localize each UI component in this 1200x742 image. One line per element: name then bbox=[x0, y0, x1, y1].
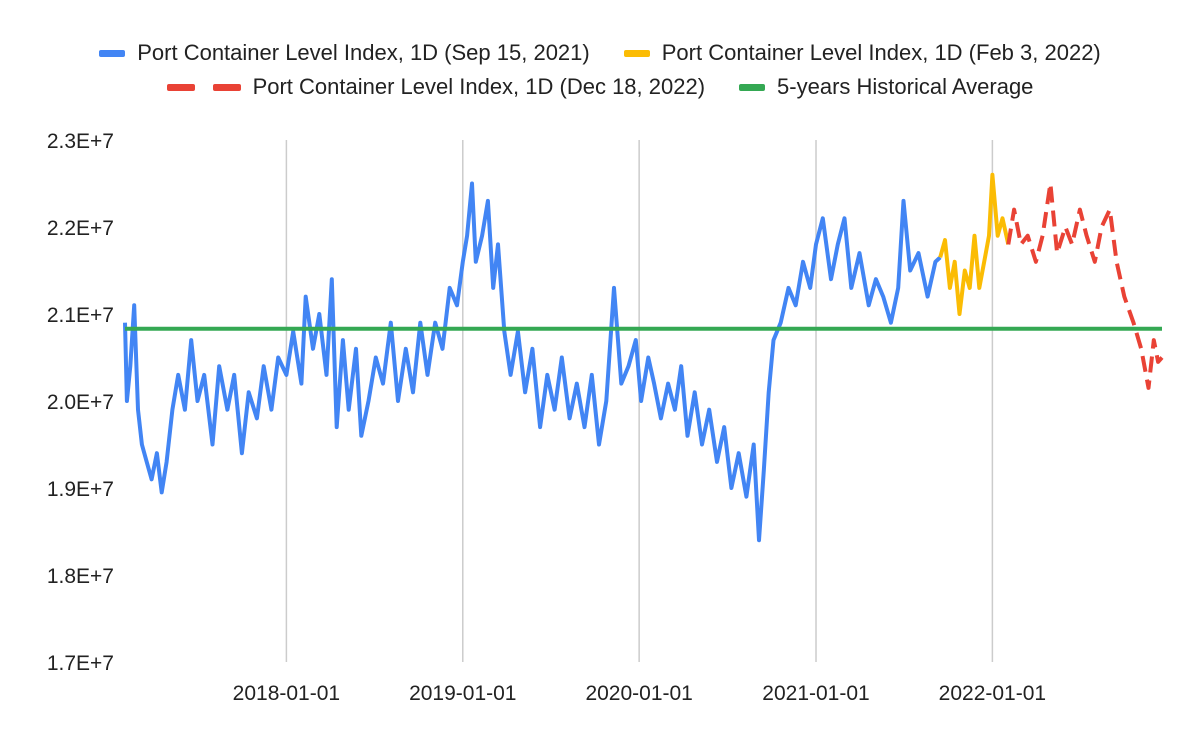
y-tick-label: 2.2E+7 bbox=[47, 217, 114, 240]
legend-label-series-1: Port Container Level Index, 1D (Sep 15, … bbox=[137, 40, 590, 65]
series-dec-18-2022-line bbox=[1006, 181, 1164, 390]
y-tick-label: 1.9E+7 bbox=[47, 478, 114, 501]
legend-swatch-series-1 bbox=[99, 49, 126, 57]
x-tick-label: 2020-01-01 bbox=[585, 682, 692, 705]
y-tick-label: 2.0E+7 bbox=[47, 391, 114, 414]
y-axis-tick-labels: 1.7E+7 1.8E+7 1.9E+7 2.0E+7 2.1E+7 2.2E+7 2.3E… bbox=[47, 130, 114, 675]
legend-item-series-4: 5-years Historical Average bbox=[739, 74, 1033, 100]
series-feb-3-2022-line bbox=[938, 172, 1011, 316]
series-sep-15-2021-line bbox=[123, 181, 942, 543]
legend-swatch-series-2 bbox=[623, 49, 650, 57]
legend-swatch-series-4 bbox=[739, 83, 766, 91]
legend-row-2: Port Container Level Index, 1D (Dec 18, … bbox=[0, 70, 1200, 104]
y-tick-label: 1.8E+7 bbox=[47, 565, 114, 588]
legend-swatch-series-3 bbox=[166, 83, 241, 91]
y-tick-label: 1.7E+7 bbox=[47, 652, 114, 675]
legend-item-series-2: Port Container Level Index, 1D (Feb 3, 2… bbox=[623, 40, 1101, 66]
legend-label-series-4: 5-years Historical Average bbox=[777, 74, 1034, 99]
legend-item-series-1: Port Container Level Index, 1D (Sep 15, … bbox=[99, 40, 590, 66]
x-axis-tick-labels: 2018-01-01 2019-01-01 2020-01-01 2021-01-01… bbox=[233, 682, 1046, 705]
legend-item-series-3: Port Container Level Index, 1D (Dec 18, … bbox=[166, 74, 706, 100]
x-tick-label: 2018-01-01 bbox=[233, 682, 340, 705]
y-tick-label: 2.1E+7 bbox=[47, 304, 114, 327]
legend-row-1: Port Container Level Index, 1D (Sep 15, … bbox=[0, 36, 1200, 70]
y-tick-label: 2.3E+7 bbox=[47, 130, 114, 153]
series-lines bbox=[123, 172, 1164, 543]
x-tick-label: 2022-01-01 bbox=[939, 682, 1046, 705]
legend-label-series-2: Port Container Level Index, 1D (Feb 3, 2… bbox=[661, 40, 1101, 65]
x-tick-label: 2019-01-01 bbox=[409, 682, 516, 705]
x-tick-label: 2021-01-01 bbox=[762, 682, 869, 705]
legend-label-series-3: Port Container Level Index, 1D (Dec 18, … bbox=[252, 74, 706, 99]
legend: Port Container Level Index, 1D (Sep 15, … bbox=[0, 36, 1200, 104]
